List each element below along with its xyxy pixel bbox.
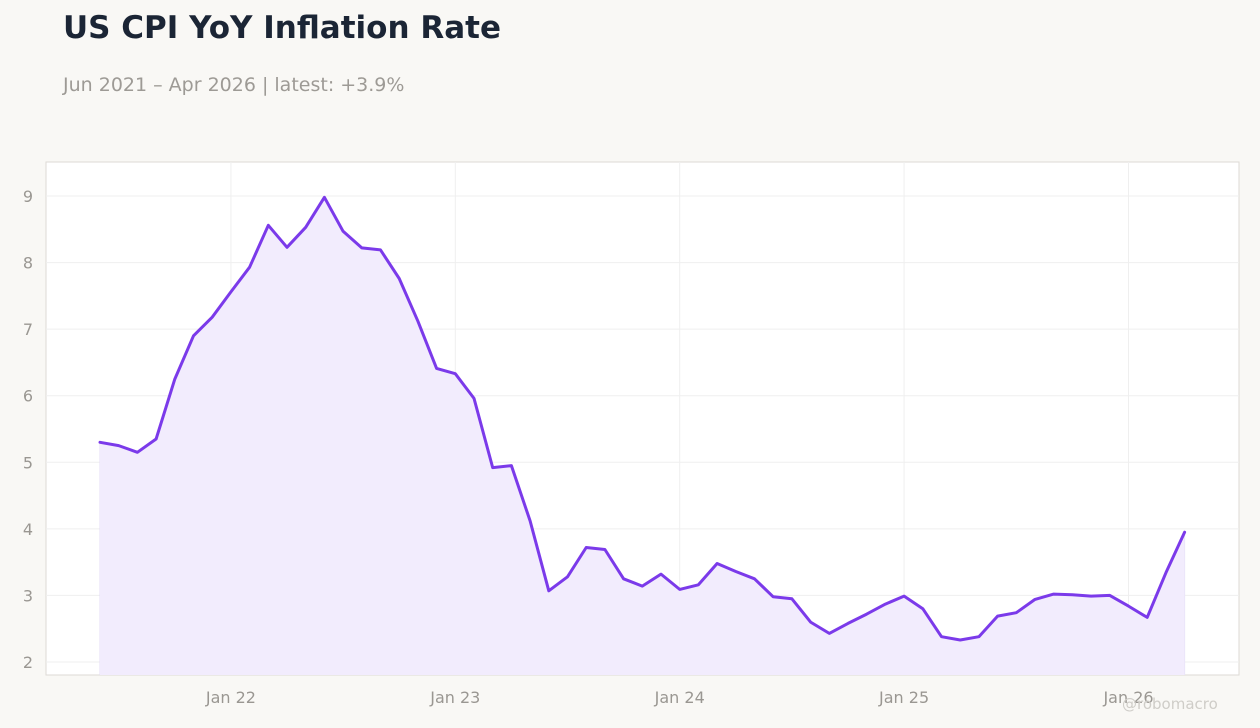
data-point: [547, 589, 551, 593]
data-point: [678, 587, 682, 591]
data-point: [696, 583, 700, 587]
data-point: [809, 620, 813, 624]
x-tick-label: Jan 22: [205, 688, 256, 707]
data-point: [528, 519, 532, 523]
data-point: [1127, 604, 1131, 608]
x-tick-label: Jan 23: [429, 688, 480, 707]
data-point: [135, 450, 139, 454]
chart-title: US CPI YoY Inflation Rate: [63, 10, 501, 46]
data-point: [958, 638, 962, 642]
y-tick-label: 9: [23, 187, 33, 206]
data-point: [1089, 594, 1093, 598]
data-point: [435, 366, 439, 370]
data-point: [1164, 571, 1168, 575]
data-point: [790, 597, 794, 601]
data-point: [491, 466, 495, 470]
data-point: [117, 444, 121, 448]
data-point: [98, 440, 102, 444]
data-point: [416, 319, 420, 323]
y-tick-label: 6: [23, 387, 33, 406]
data-point: [248, 265, 252, 269]
data-point: [341, 229, 345, 233]
y-tick-label: 2: [23, 653, 33, 672]
data-point: [1145, 615, 1149, 619]
data-point: [453, 372, 457, 376]
data-point: [173, 377, 177, 381]
axis-tick-labels: 2 3 4 5 6 7 8 9 Jan 22 Jan 23 Jan 24 Jan 25 Jan 26: [23, 187, 1154, 707]
data-point: [1183, 530, 1187, 534]
data-point: [753, 577, 757, 581]
data-point: [921, 607, 925, 611]
series-line: [98, 195, 1187, 642]
data-point: [846, 621, 850, 625]
data-point: [1052, 592, 1056, 596]
data-point: [827, 631, 831, 635]
data-point: [940, 635, 944, 639]
data-point: [266, 223, 270, 227]
data-point: [322, 195, 326, 199]
data-point: [397, 277, 401, 281]
data-point: [1108, 593, 1112, 597]
data-point: [210, 315, 214, 319]
data-point: [584, 545, 588, 549]
data-point: [771, 595, 775, 599]
data-point: [715, 561, 719, 565]
y-tick-label: 5: [23, 453, 33, 472]
data-point: [566, 575, 570, 579]
area-fill: [100, 197, 1185, 676]
data-point: [883, 602, 887, 606]
data-point: [902, 594, 906, 598]
data-point: [865, 612, 869, 616]
data-point: [154, 437, 158, 441]
data-point: [1033, 597, 1037, 601]
data-point: [734, 569, 738, 573]
data-point: [304, 225, 308, 229]
data-point: [603, 547, 607, 551]
data-point: [1070, 593, 1074, 597]
data-point: [192, 334, 196, 338]
data-point: [659, 572, 663, 576]
data-point: [1014, 611, 1018, 615]
y-tick-label: 8: [23, 254, 33, 273]
data-point: [360, 246, 364, 250]
data-point: [379, 248, 383, 252]
x-tick-label: Jan 24: [654, 688, 705, 707]
watermark: @robomacro: [1122, 695, 1218, 713]
data-point: [229, 290, 233, 294]
y-tick-label: 3: [23, 586, 33, 605]
y-tick-label: 7: [23, 320, 33, 339]
data-point: [285, 245, 289, 249]
data-point: [622, 577, 626, 581]
x-tick-label: Jan 25: [878, 688, 929, 707]
data-point: [640, 584, 644, 588]
data-point: [996, 614, 1000, 618]
data-point: [977, 635, 981, 639]
x-tick-label: Jan 26: [1102, 688, 1153, 707]
y-tick-label: 4: [23, 520, 33, 539]
data-point: [472, 396, 476, 400]
chart-subtitle: Jun 2021 – Apr 2026 | latest: +3.9%: [63, 74, 405, 96]
data-point: [509, 464, 513, 468]
